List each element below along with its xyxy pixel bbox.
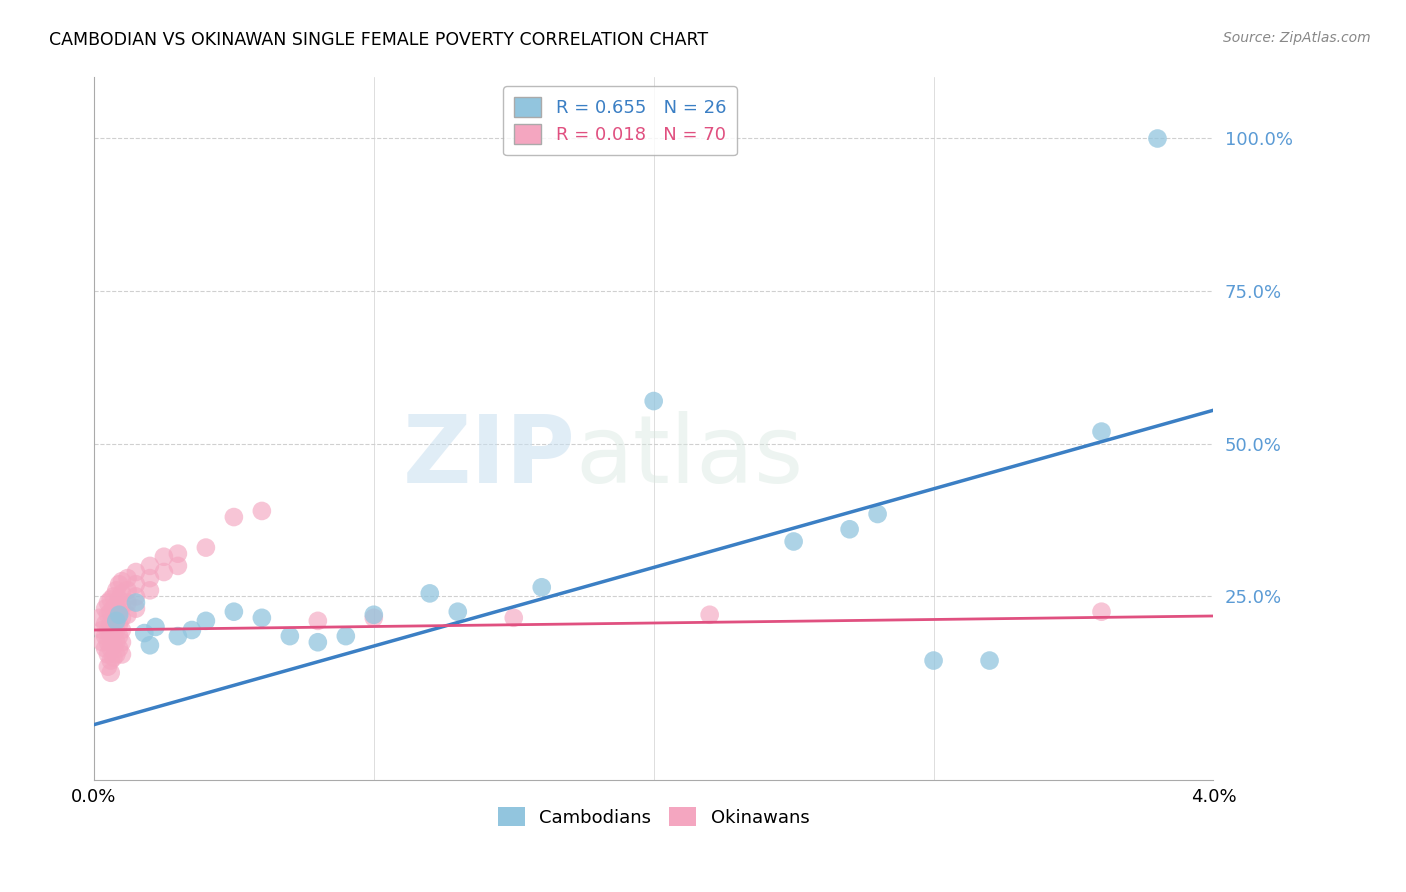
Point — [125, 577, 148, 591]
Point — [108, 629, 131, 643]
Point — [94, 616, 117, 631]
Point — [363, 611, 385, 625]
Point — [100, 592, 122, 607]
Point — [94, 629, 117, 643]
Point — [103, 650, 125, 665]
Point — [108, 616, 131, 631]
Point — [167, 629, 190, 643]
Point — [97, 659, 120, 673]
Point — [125, 565, 148, 579]
Point — [167, 547, 190, 561]
Point — [530, 580, 553, 594]
Point — [139, 638, 162, 652]
Point — [838, 522, 860, 536]
Point — [94, 641, 117, 656]
Point — [105, 648, 128, 662]
Point — [91, 635, 114, 649]
Point — [699, 607, 721, 622]
Point — [1146, 131, 1168, 145]
Point — [108, 607, 131, 622]
Point — [139, 583, 162, 598]
Point — [643, 394, 665, 409]
Point — [134, 626, 156, 640]
Point — [105, 623, 128, 637]
Point — [125, 601, 148, 615]
Point — [100, 654, 122, 668]
Point — [103, 601, 125, 615]
Point — [89, 611, 111, 625]
Point — [105, 611, 128, 625]
Point — [979, 654, 1001, 668]
Point — [145, 620, 167, 634]
Point — [111, 586, 134, 600]
Point — [782, 534, 804, 549]
Point — [91, 623, 114, 637]
Point — [108, 592, 131, 607]
Point — [307, 635, 329, 649]
Point — [105, 635, 128, 649]
Point — [222, 510, 245, 524]
Point — [153, 549, 176, 564]
Legend: Cambodians, Okinawans: Cambodians, Okinawans — [491, 800, 817, 834]
Point — [363, 607, 385, 622]
Point — [1090, 605, 1112, 619]
Point — [250, 504, 273, 518]
Point — [103, 614, 125, 628]
Point — [447, 605, 470, 619]
Point — [117, 571, 139, 585]
Point — [250, 611, 273, 625]
Point — [194, 614, 217, 628]
Point — [94, 601, 117, 615]
Point — [419, 586, 441, 600]
Point — [97, 607, 120, 622]
Point — [100, 629, 122, 643]
Point — [105, 583, 128, 598]
Point — [153, 565, 176, 579]
Point — [105, 599, 128, 613]
Point — [180, 623, 202, 637]
Point — [97, 648, 120, 662]
Point — [103, 590, 125, 604]
Point — [108, 605, 131, 619]
Point — [100, 605, 122, 619]
Point — [97, 623, 120, 637]
Point — [111, 599, 134, 613]
Point — [222, 605, 245, 619]
Point — [111, 574, 134, 589]
Point — [117, 595, 139, 609]
Point — [139, 558, 162, 573]
Text: ZIP: ZIP — [402, 410, 575, 502]
Point — [922, 654, 945, 668]
Point — [97, 635, 120, 649]
Text: Source: ZipAtlas.com: Source: ZipAtlas.com — [1223, 31, 1371, 45]
Point — [97, 595, 120, 609]
Point — [1090, 425, 1112, 439]
Point — [335, 629, 357, 643]
Point — [103, 626, 125, 640]
Point — [111, 623, 134, 637]
Text: atlas: atlas — [575, 410, 804, 502]
Point — [111, 635, 134, 649]
Point — [108, 641, 131, 656]
Point — [111, 611, 134, 625]
Point — [194, 541, 217, 555]
Point — [167, 558, 190, 573]
Point — [117, 607, 139, 622]
Text: CAMBODIAN VS OKINAWAN SINGLE FEMALE POVERTY CORRELATION CHART: CAMBODIAN VS OKINAWAN SINGLE FEMALE POVE… — [49, 31, 709, 49]
Point — [866, 507, 889, 521]
Point — [125, 590, 148, 604]
Point — [103, 638, 125, 652]
Point — [100, 616, 122, 631]
Point — [139, 571, 162, 585]
Point — [100, 665, 122, 680]
Point — [111, 648, 134, 662]
Point — [117, 583, 139, 598]
Point — [100, 641, 122, 656]
Point — [105, 614, 128, 628]
Point — [502, 611, 524, 625]
Point — [108, 577, 131, 591]
Point — [278, 629, 301, 643]
Point — [307, 614, 329, 628]
Point — [125, 595, 148, 609]
